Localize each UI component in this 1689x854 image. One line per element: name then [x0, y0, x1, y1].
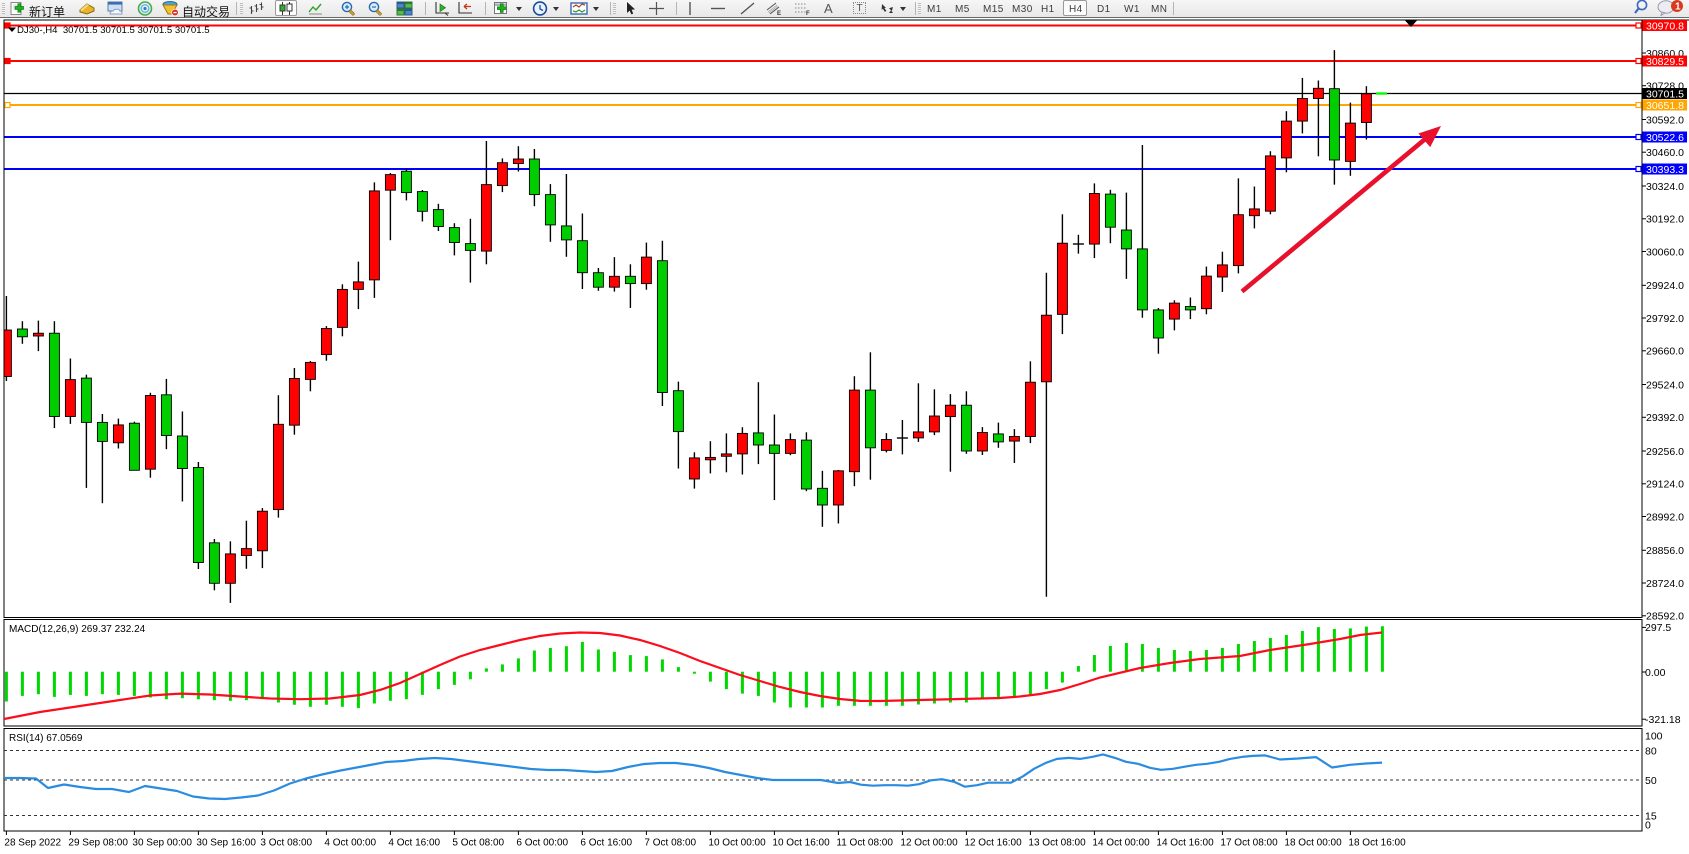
svg-text:30393.3: 30393.3	[1646, 164, 1684, 176]
svg-text:-321.18: -321.18	[1645, 714, 1681, 726]
svg-text:0.00: 0.00	[1645, 667, 1666, 679]
svg-text:7 Oct 08:00: 7 Oct 08:00	[644, 838, 696, 849]
svg-text:29256.0: 29256.0	[1646, 446, 1684, 458]
svg-text:15: 15	[1645, 810, 1657, 822]
svg-text:28592.0: 28592.0	[1646, 611, 1684, 623]
svg-text:14 Oct 00:00: 14 Oct 00:00	[1092, 838, 1150, 849]
svg-text:297.5: 297.5	[1645, 622, 1671, 634]
svg-text:30829.5: 30829.5	[1646, 56, 1684, 68]
svg-text:MACD(12,26,9) 269.37 232.24: MACD(12,26,9) 269.37 232.24	[9, 624, 146, 635]
svg-text:E: E	[777, 11, 781, 15]
svg-text:4 Oct 16:00: 4 Oct 16:00	[388, 838, 440, 849]
svg-text:30522.6: 30522.6	[1646, 132, 1684, 144]
svg-text:6 Oct 00:00: 6 Oct 00:00	[516, 838, 568, 849]
svg-text:30701.5: 30701.5	[1646, 88, 1684, 100]
svg-text:28 Sep 2022: 28 Sep 2022	[4, 838, 61, 849]
svg-text:29792.0: 29792.0	[1646, 313, 1684, 325]
svg-text:F: F	[806, 11, 810, 15]
svg-text:12 Oct 16:00: 12 Oct 16:00	[964, 838, 1022, 849]
svg-text:10 Oct 00:00: 10 Oct 00:00	[708, 838, 766, 849]
svg-text:13 Oct 08:00: 13 Oct 08:00	[1028, 838, 1086, 849]
svg-text:29660.0: 29660.0	[1646, 346, 1684, 358]
svg-text:4 Oct 00:00: 4 Oct 00:00	[324, 838, 376, 849]
svg-text:17 Oct 08:00: 17 Oct 08:00	[1220, 838, 1278, 849]
svg-text:18 Oct 00:00: 18 Oct 00:00	[1284, 838, 1342, 849]
svg-text:1: 1	[1675, 2, 1681, 13]
svg-text:80: 80	[1645, 745, 1657, 757]
svg-text:DJ30-,H4 30701.5 30701.5 3070: DJ30-,H4 30701.5 30701.5 30701.5 30701.5	[17, 25, 210, 36]
svg-text:30651.8: 30651.8	[1646, 100, 1684, 112]
svg-text:30 Sep 00:00: 30 Sep 00:00	[132, 838, 192, 849]
svg-text:30970.8: 30970.8	[1646, 20, 1684, 32]
svg-text:29924.0: 29924.0	[1646, 280, 1684, 292]
svg-text:30060.0: 30060.0	[1646, 246, 1684, 258]
svg-text:0: 0	[1645, 819, 1651, 831]
svg-text:30460.0: 30460.0	[1646, 147, 1684, 159]
svg-text:29 Sep 08:00: 29 Sep 08:00	[68, 838, 128, 849]
svg-text:28992.0: 28992.0	[1646, 511, 1684, 523]
svg-text:29124.0: 29124.0	[1646, 479, 1684, 491]
svg-text:6 Oct 16:00: 6 Oct 16:00	[580, 838, 632, 849]
svg-text:12 Oct 00:00: 12 Oct 00:00	[900, 838, 958, 849]
svg-text:29524.0: 29524.0	[1646, 379, 1684, 391]
svg-text:RSI(14) 67.0569: RSI(14) 67.0569	[9, 733, 83, 744]
svg-text:50: 50	[1645, 775, 1657, 787]
svg-text:10 Oct 16:00: 10 Oct 16:00	[772, 838, 830, 849]
svg-text:30592.0: 30592.0	[1646, 114, 1684, 126]
svg-text:30324.0: 30324.0	[1646, 181, 1684, 193]
svg-text:11 Oct 08:00: 11 Oct 08:00	[836, 838, 893, 849]
svg-text:30 Sep 16:00: 30 Sep 16:00	[196, 838, 256, 849]
svg-text:28724.0: 28724.0	[1646, 578, 1684, 590]
svg-text:30192.0: 30192.0	[1646, 214, 1684, 226]
svg-text:14 Oct 16:00: 14 Oct 16:00	[1156, 838, 1214, 849]
svg-text:100: 100	[1645, 730, 1663, 742]
svg-text:5 Oct 08:00: 5 Oct 08:00	[452, 838, 504, 849]
svg-text:29392.0: 29392.0	[1646, 412, 1684, 424]
svg-text:18 Oct 16:00: 18 Oct 16:00	[1348, 838, 1406, 849]
svg-text:3 Oct 08:00: 3 Oct 08:00	[260, 838, 312, 849]
svg-text:28856.0: 28856.0	[1646, 545, 1684, 557]
